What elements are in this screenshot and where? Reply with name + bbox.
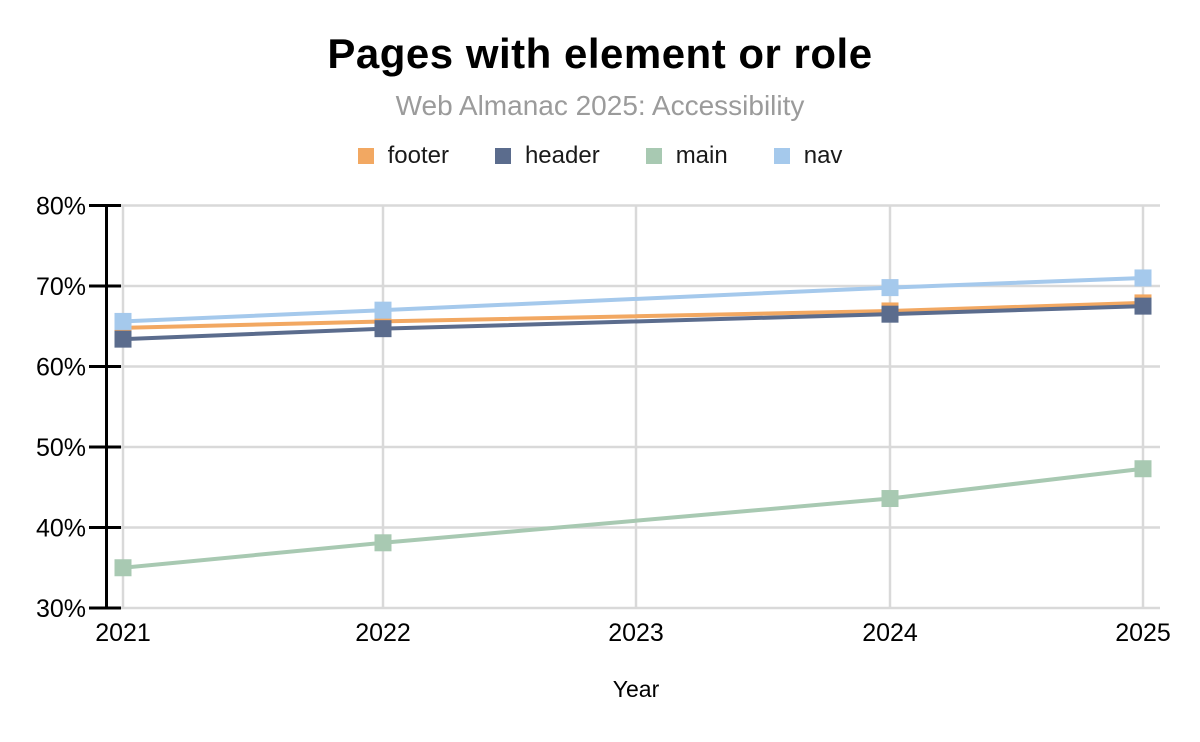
legend-label: header: [524, 142, 600, 169]
data-point-nav-2025: [1134, 269, 1152, 287]
data-point-nav-2022: [374, 301, 392, 319]
legend-label: footer: [387, 142, 449, 169]
x-axis-title: Year: [612, 676, 660, 702]
data-point-header-2021: [114, 330, 132, 348]
data-point-nav-2021: [114, 312, 132, 330]
x-tick-label: 2024: [862, 619, 918, 647]
legend-item-main: main: [645, 142, 728, 170]
data-point-nav-2024: [881, 279, 899, 297]
y-tick-label: 80%: [36, 193, 86, 221]
data-point-main-2024: [881, 490, 899, 508]
series-line-main: [122, 466, 1144, 570]
legend-swatch-header: [494, 148, 511, 164]
x-tick-label: 2023: [608, 619, 664, 647]
y-tick-label: 30%: [36, 595, 86, 623]
y-tick-label: 60%: [36, 354, 86, 382]
legend-swatch-footer: [357, 148, 374, 164]
data-point-header-2025: [1134, 297, 1152, 315]
legend-item-header: header: [494, 142, 600, 170]
data-point-main-2025: [1134, 460, 1152, 478]
chart-title: Pages with element or role: [327, 30, 873, 77]
x-tick-label: 2022: [355, 619, 411, 647]
legend-item-footer: footer: [357, 142, 449, 170]
chart-legend: footer header main nav: [0, 142, 1200, 170]
y-tick-label: 50%: [36, 434, 86, 462]
series-line-nav: [122, 275, 1144, 324]
data-point-main-2021: [114, 559, 132, 577]
series-line-footer: [122, 300, 1144, 330]
x-tick-label: 2021: [95, 619, 151, 647]
series-line-header: [122, 304, 1144, 342]
legend-swatch-nav: [773, 148, 790, 164]
legend-label: main: [675, 142, 728, 169]
x-tick-label: 2025: [1115, 619, 1171, 647]
legend-label: nav: [803, 142, 843, 169]
chart-subtitle: Web Almanac 2025: Accessibility: [395, 90, 805, 121]
y-tick-label: 40%: [36, 515, 86, 543]
data-point-header-2024: [881, 305, 899, 323]
legend-swatch-main: [645, 148, 662, 164]
data-point-header-2022: [374, 320, 392, 338]
legend-item-nav: nav: [773, 142, 843, 170]
data-point-main-2022: [374, 534, 392, 552]
y-tick-label: 70%: [36, 273, 86, 301]
